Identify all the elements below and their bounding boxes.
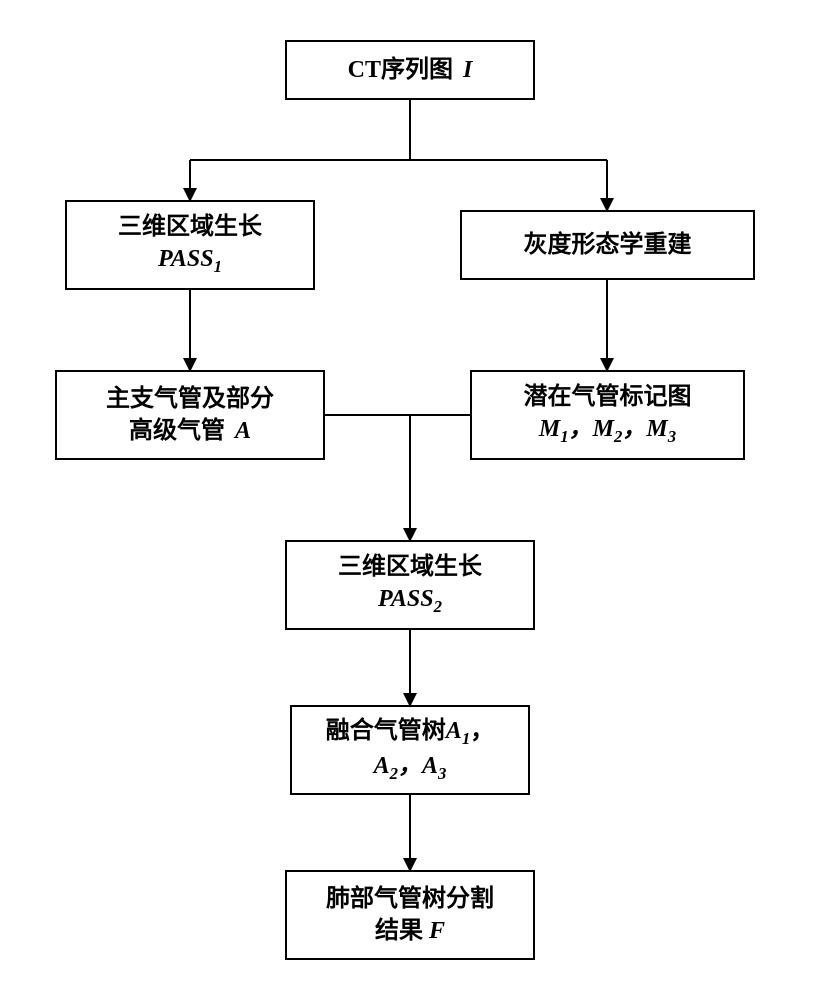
label-line2: 高级气管 [129,418,225,444]
label: CT序列图 [348,57,453,83]
node-region-grow-pass1: 三维区域生长 PASS1 [65,200,315,290]
label-line2: 结果 F [375,915,445,947]
node-fused-trees: 融合气管树A1， A2，A3 [290,705,530,795]
label: 三维区域生长 [338,551,482,583]
flowchart-connectors [0,0,816,1000]
label: 潜在气管标记图 [524,381,692,413]
node-morphology-reconstruction: 灰度形态学重建 [460,210,755,280]
label: 三维区域生长 [118,211,262,243]
node-ct-sequence: CT序列图 I [285,40,535,100]
node-segmentation-result: 肺部气管树分割 结果 F [285,870,535,960]
label: 融合气管树A1， [326,715,494,750]
node-region-grow-pass2: 三维区域生长 PASS2 [285,540,535,630]
label-line1: 主支气管及部分 [106,383,274,415]
label: 灰度形态学重建 [524,229,692,261]
label-line1: 肺部气管树分割 [326,883,494,915]
node-main-bronchi: 主支气管及部分 高级气管 A [55,370,325,460]
label-line2-wrap: 高级气管 A [129,415,251,447]
symbol: A [235,418,251,444]
symbol: PASS1 [158,243,222,278]
node-potential-marker-map: 潜在气管标记图 M1，M2，M3 [470,370,745,460]
node-text: CT序列图 I [348,54,473,86]
symbol: A2，A3 [374,750,447,785]
symbol: PASS2 [378,583,442,618]
symbol: M1，M2，M3 [539,413,676,448]
symbol: I [463,57,472,83]
